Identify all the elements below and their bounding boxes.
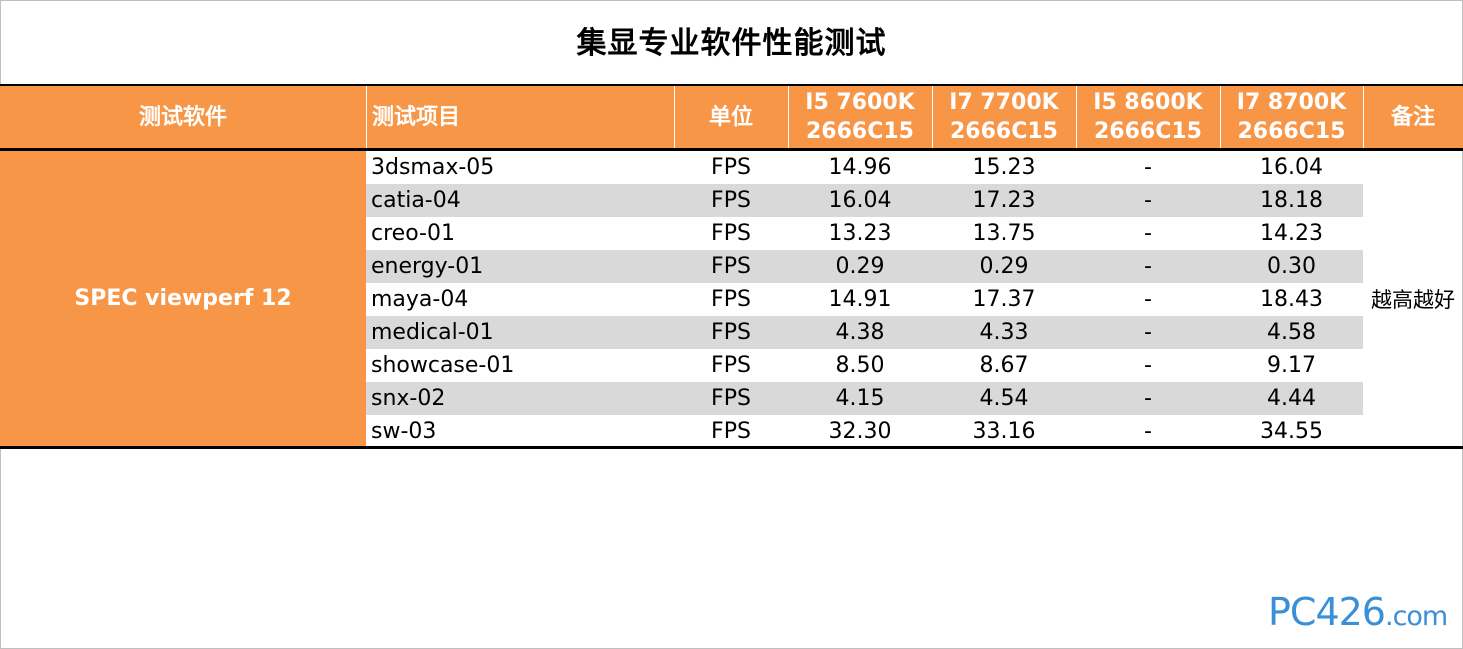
cpu-1-value-cell: 4.38 bbox=[835, 320, 885, 345]
header-cpu-4-model: I7 8700K bbox=[1236, 90, 1347, 115]
cpu-4-value-cell: 9.17 bbox=[1267, 353, 1316, 378]
cpu-1-value-cell: 14.91 bbox=[828, 287, 892, 312]
test-name-cell: snx-02 bbox=[371, 386, 446, 411]
header-divider bbox=[1363, 86, 1364, 148]
header-cpu-1: I5 7600K 2666C15 bbox=[788, 86, 932, 148]
cpu-2-value-cell: 8.67 bbox=[979, 353, 1029, 378]
unit-cell: FPS bbox=[711, 386, 751, 411]
test-name-cell: sw-03 bbox=[371, 419, 437, 444]
cpu-3-value-cell: - bbox=[1144, 419, 1152, 444]
header-rule bbox=[0, 148, 1463, 151]
cpu-3-value-cell: - bbox=[1144, 188, 1152, 213]
test-name-cell: medical-01 bbox=[371, 320, 494, 345]
chart-title: 集显专业软件性能测试 bbox=[576, 26, 887, 61]
header-cpu-2-memory: 2666C15 bbox=[950, 119, 1058, 144]
cpu-3-value-cell: - bbox=[1144, 287, 1152, 312]
cpu-2-value-cell: 17.37 bbox=[972, 287, 1036, 312]
cpu-1-value-cell: 8.50 bbox=[835, 353, 885, 378]
cpu-2-value-cell: 15.23 bbox=[972, 155, 1036, 180]
cpu-4-value-cell: 18.43 bbox=[1260, 287, 1323, 312]
software-cell: SPEC viewperf 12 bbox=[0, 151, 366, 446]
header-cpu-3-model: I5 8600K bbox=[1093, 90, 1203, 115]
header-divider bbox=[1220, 86, 1221, 148]
cpu-4-value-cell: 34.55 bbox=[1260, 419, 1323, 444]
bottom-rule bbox=[0, 446, 1463, 449]
cpu-3-value-cell: - bbox=[1144, 353, 1152, 378]
cpu-1-value-cell: 4.15 bbox=[835, 386, 885, 411]
test-name-cell: 3dsmax-05 bbox=[371, 155, 495, 180]
test-name-cell: creo-01 bbox=[371, 221, 455, 246]
header-cpu-3: I5 8600K 2666C15 bbox=[1076, 86, 1220, 148]
unit-cell: FPS bbox=[711, 419, 751, 444]
header-cpu-1-memory: 2666C15 bbox=[806, 119, 914, 144]
unit-cell: FPS bbox=[711, 320, 751, 345]
header-cpu-2: I7 7700K 2666C15 bbox=[932, 86, 1076, 148]
watermark-main: PC426 bbox=[1268, 590, 1386, 634]
cpu-1-value-cell: 13.23 bbox=[828, 221, 892, 246]
header-cpu-1-model: I5 7600K bbox=[805, 90, 915, 115]
unit-cell: FPS bbox=[711, 287, 751, 312]
unit-cell: FPS bbox=[711, 353, 751, 378]
table-row: maya-04 FPS 14.91 17.37 - 18.43 bbox=[366, 283, 1363, 316]
unit-cell: FPS bbox=[711, 221, 751, 246]
header-unit: 单位 bbox=[708, 104, 753, 130]
test-name-cell: energy-01 bbox=[371, 254, 484, 279]
cpu-2-value-cell: 33.16 bbox=[972, 419, 1036, 444]
cpu-2-value-cell: 4.33 bbox=[979, 320, 1029, 345]
header-software: 测试软件 bbox=[138, 104, 227, 130]
table-row: catia-04 FPS 16.04 17.23 - 18.18 bbox=[366, 184, 1363, 217]
cpu-3-value-cell: - bbox=[1144, 221, 1152, 246]
cpu-3-value-cell: - bbox=[1144, 386, 1152, 411]
cpu-4-value-cell: 4.58 bbox=[1267, 320, 1316, 345]
watermark-suffix: .com bbox=[1384, 601, 1448, 632]
header-cpu-4: I7 8700K 2666C15 bbox=[1220, 86, 1363, 148]
header-divider bbox=[1076, 86, 1077, 148]
unit-cell: FPS bbox=[711, 155, 751, 180]
test-name-cell: showcase-01 bbox=[371, 353, 515, 378]
cpu-2-value-cell: 13.75 bbox=[972, 221, 1036, 246]
header-test: 测试项目 bbox=[372, 104, 461, 130]
table-row: 3dsmax-05 FPS 14.96 15.23 - 16.04 bbox=[366, 151, 1363, 184]
cpu-1-value-cell: 16.04 bbox=[828, 188, 892, 213]
note-cell: 越高越好 bbox=[1371, 287, 1455, 312]
cpu-2-value-cell: 0.29 bbox=[979, 254, 1029, 279]
cpu-4-value-cell: 0.30 bbox=[1267, 254, 1316, 279]
test-name-cell: catia-04 bbox=[371, 188, 461, 213]
table-row: showcase-01 FPS 8.50 8.67 - 9.17 bbox=[366, 349, 1363, 382]
cpu-2-value-cell: 17.23 bbox=[972, 188, 1036, 213]
header-divider bbox=[366, 86, 367, 148]
cpu-4-value-cell: 14.23 bbox=[1260, 221, 1323, 246]
unit-cell: FPS bbox=[711, 188, 751, 213]
cpu-2-value-cell: 4.54 bbox=[979, 386, 1029, 411]
cpu-3-value-cell: - bbox=[1144, 254, 1152, 279]
cpu-3-value-cell: - bbox=[1144, 155, 1152, 180]
header-divider bbox=[788, 86, 789, 148]
table-row: snx-02 FPS 4.15 4.54 - 4.44 bbox=[366, 382, 1363, 415]
cpu-4-value-cell: 16.04 bbox=[1260, 155, 1323, 180]
table-row: medical-01 FPS 4.38 4.33 - 4.58 bbox=[366, 316, 1363, 349]
header-divider bbox=[674, 86, 675, 148]
table-row: sw-03 FPS 32.30 33.16 - 34.55 bbox=[366, 415, 1363, 448]
header-cpu-4-memory: 2666C15 bbox=[1237, 119, 1346, 144]
header-note: 备注 bbox=[1390, 104, 1435, 130]
test-name-cell: maya-04 bbox=[371, 287, 469, 312]
unit-cell: FPS bbox=[711, 254, 751, 279]
header-cpu-2-model: I7 7700K bbox=[949, 90, 1059, 115]
table-header bbox=[0, 86, 1463, 148]
cpu-1-value-cell: 32.30 bbox=[828, 419, 892, 444]
cpu-4-value-cell: 18.18 bbox=[1260, 188, 1323, 213]
header-divider bbox=[932, 86, 933, 148]
cpu-4-value-cell: 4.44 bbox=[1267, 386, 1316, 411]
header-cpu-3-memory: 2666C15 bbox=[1094, 119, 1202, 144]
table-row: energy-01 FPS 0.29 0.29 - 0.30 bbox=[366, 250, 1363, 283]
top-rule bbox=[0, 84, 1463, 87]
cpu-1-value-cell: 0.29 bbox=[835, 254, 885, 279]
watermark: PC426.com bbox=[1268, 590, 1453, 634]
cpu-3-value-cell: - bbox=[1144, 320, 1152, 345]
table-row: creo-01 FPS 13.23 13.75 - 14.23 bbox=[366, 217, 1363, 250]
cpu-1-value-cell: 14.96 bbox=[828, 155, 892, 180]
